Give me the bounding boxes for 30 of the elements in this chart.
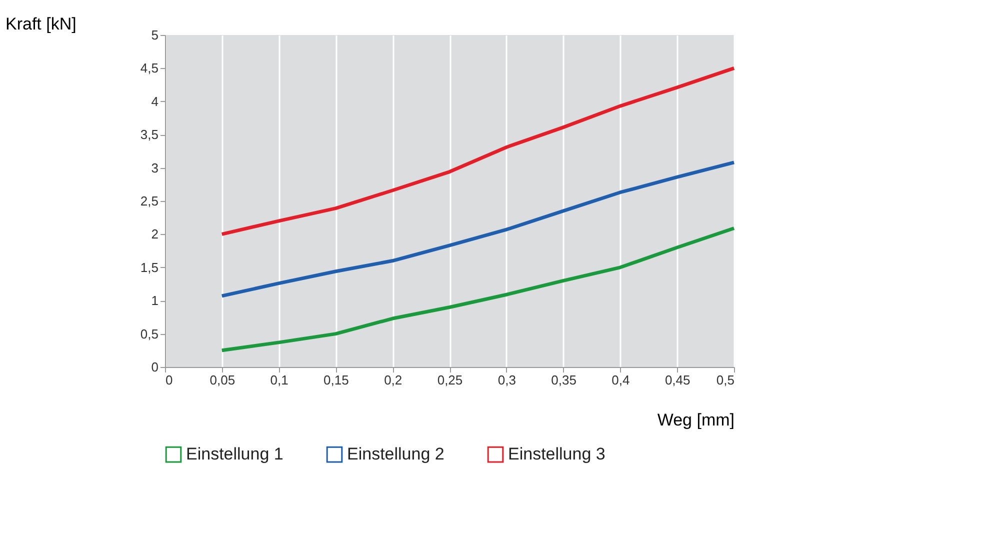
y-tick-label: 1 bbox=[151, 293, 158, 308]
y-tick-label: 2,5 bbox=[140, 194, 158, 208]
legend-label: Einstellung 1 bbox=[186, 444, 284, 464]
x-tick-label: 0,25 bbox=[437, 372, 463, 388]
x-tick-label: 0,3 bbox=[498, 372, 516, 388]
x-tick-label: 0,35 bbox=[551, 372, 576, 388]
x-tick-label: 0,2 bbox=[384, 372, 402, 388]
x-tick-label: 0,05 bbox=[210, 372, 236, 388]
x-tick-label: 0,1 bbox=[270, 372, 288, 388]
legend-label: Einstellung 2 bbox=[347, 444, 444, 464]
line-series bbox=[220, 226, 736, 352]
x-tick-label: 0,5 bbox=[716, 372, 734, 388]
line-series bbox=[220, 66, 736, 236]
y-tick-label: 5 bbox=[151, 28, 158, 42]
y-tick-label: 3,5 bbox=[140, 127, 158, 142]
y-axis-title: Kraft [kN] bbox=[6, 14, 76, 34]
y-tick-label: 4 bbox=[151, 94, 158, 109]
y-tick-label: 0 bbox=[151, 360, 158, 374]
line-series bbox=[220, 160, 736, 298]
y-tick-label: 3 bbox=[151, 160, 158, 176]
y-tick-label: 4,5 bbox=[140, 60, 158, 76]
x-tick-label: 0 bbox=[166, 372, 173, 388]
y-tick-label: 2 bbox=[151, 226, 158, 242]
y-tick-label: 0,5 bbox=[140, 326, 158, 342]
y-tick-label: 1,5 bbox=[140, 260, 158, 275]
x-tick-label: 0,45 bbox=[664, 372, 690, 388]
legend-label: Einstellung 3 bbox=[508, 444, 606, 464]
x-tick-label: 0,4 bbox=[612, 372, 630, 388]
x-tick-label: 0,15 bbox=[324, 372, 349, 388]
x-axis-title: Weg [mm] bbox=[657, 410, 734, 430]
